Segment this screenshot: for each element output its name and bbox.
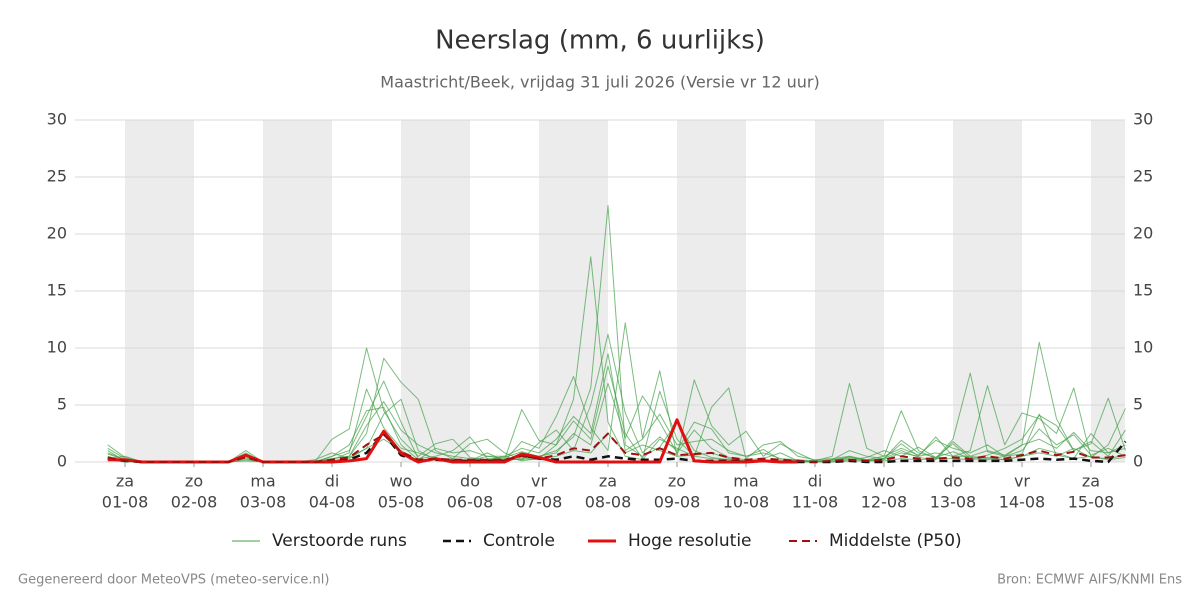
x-tick-weekday: ma	[733, 472, 758, 491]
x-tick-label: 07-08	[516, 493, 563, 512]
x-tick-label: 11-08	[792, 493, 839, 512]
x-tick-label: 05-08	[378, 493, 425, 512]
x-tick-weekday: zo	[668, 472, 686, 491]
y-tick-label: 10	[47, 338, 67, 357]
chart-subtitle: Maastricht/Beek, vrijdag 31 juli 2026 (V…	[380, 73, 819, 92]
x-tick-label: 02-08	[171, 493, 218, 512]
y-tick-label-right: 10	[1133, 338, 1153, 357]
y-tick-label: 5	[57, 395, 67, 414]
x-tick-label: 12-08	[861, 493, 908, 512]
y-tick-label: 15	[47, 281, 67, 300]
y-tick-label: 20	[47, 224, 67, 243]
x-tick-weekday: zo	[185, 472, 203, 491]
x-tick-label: 15-08	[1068, 493, 1115, 512]
x-tick-label: 03-08	[240, 493, 287, 512]
y-tick-label: 25	[47, 167, 67, 186]
y-tick-label-right: 5	[1133, 395, 1143, 414]
y-tick-label-right: 20	[1133, 224, 1153, 243]
x-tick-label: 10-08	[723, 493, 770, 512]
x-tick-weekday: do	[460, 472, 480, 491]
x-tick-weekday: vr	[1014, 472, 1030, 491]
legend-label: Middelste (P50)	[829, 531, 962, 551]
x-tick-weekday: za	[599, 472, 617, 491]
footer-right: Bron: ECMWF AIFS/KNMI Ens	[997, 573, 1182, 588]
x-tick-label: 13-08	[930, 493, 977, 512]
x-tick-weekday: di	[808, 472, 823, 491]
footer-left: Gegenereerd door MeteoVPS (meteo-service…	[18, 573, 329, 588]
x-tick-label: 06-08	[447, 493, 494, 512]
x-tick-label: 08-08	[585, 493, 632, 512]
legend-label: Controle	[483, 531, 555, 551]
chart-title: Neerslag (mm, 6 uurlijks)	[435, 26, 765, 56]
y-tick-label: 0	[57, 452, 67, 471]
x-tick-weekday: di	[325, 472, 340, 491]
x-tick-weekday: do	[943, 472, 963, 491]
legend-label: Verstoorde runs	[272, 531, 407, 551]
x-tick-label: 09-08	[654, 493, 701, 512]
series-line	[107, 432, 1126, 463]
x-tick-label: 04-08	[309, 493, 356, 512]
x-tick-weekday: wo	[390, 472, 413, 491]
x-tick-weekday: ma	[250, 472, 275, 491]
x-tick-label: 01-08	[102, 493, 149, 512]
x-tick-weekday: wo	[873, 472, 896, 491]
y-tick-label-right: 25	[1133, 167, 1153, 186]
x-tick-weekday: za	[1082, 472, 1100, 491]
x-tick-weekday: za	[116, 472, 134, 491]
legend-label: Hoge resolutie	[628, 531, 752, 551]
x-tick-weekday: vr	[531, 472, 547, 491]
x-tick-label: 14-08	[999, 493, 1046, 512]
series-line	[107, 418, 798, 464]
y-tick-label-right: 30	[1133, 110, 1153, 129]
y-tick-label: 30	[47, 110, 67, 129]
y-tick-label-right: 15	[1133, 281, 1153, 300]
y-tick-label-right: 0	[1133, 452, 1143, 471]
